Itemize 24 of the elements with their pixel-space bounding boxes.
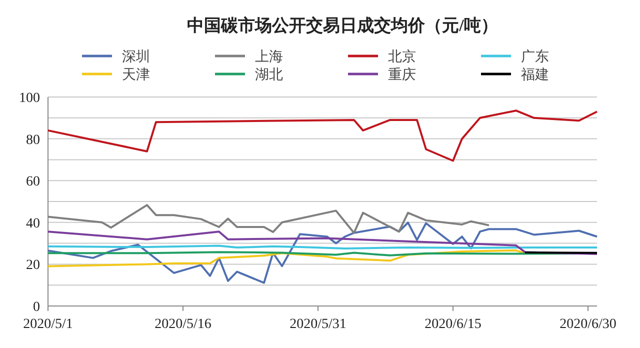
legend-label: 广东	[521, 49, 549, 65]
x-tick-label: 2020/5/1	[23, 317, 73, 332]
y-tick-label: 20	[26, 258, 40, 274]
legend-label: 上海	[255, 49, 283, 65]
line-series	[47, 230, 598, 255]
legend-label: 湖北	[255, 67, 283, 83]
y-tick-label: 100	[19, 91, 40, 106]
legend-label: 福建	[521, 67, 549, 83]
y-tick-label: 60	[26, 174, 40, 190]
line-series	[47, 110, 598, 162]
legend-label: 重庆	[388, 67, 416, 83]
chart-title: 中国碳市场公开交易日成交均价（元/吨）	[187, 16, 498, 35]
y-tick-label: 80	[26, 132, 40, 148]
x-tick-label: 2020/5/31	[290, 317, 346, 332]
line-series	[47, 222, 598, 284]
y-tick-label: 40	[26, 216, 40, 232]
legend-label: 北京	[388, 49, 416, 65]
x-tick-label: 2020/5/16	[154, 317, 212, 332]
y-tick-label: 0	[33, 300, 40, 315]
x-tick-label: 2020/6/30	[560, 317, 616, 332]
x-tick-label: 2020/6/15	[424, 317, 482, 332]
legend-label: 深圳	[122, 49, 150, 65]
legend-label: 天津	[122, 67, 150, 83]
line-series	[47, 249, 526, 268]
